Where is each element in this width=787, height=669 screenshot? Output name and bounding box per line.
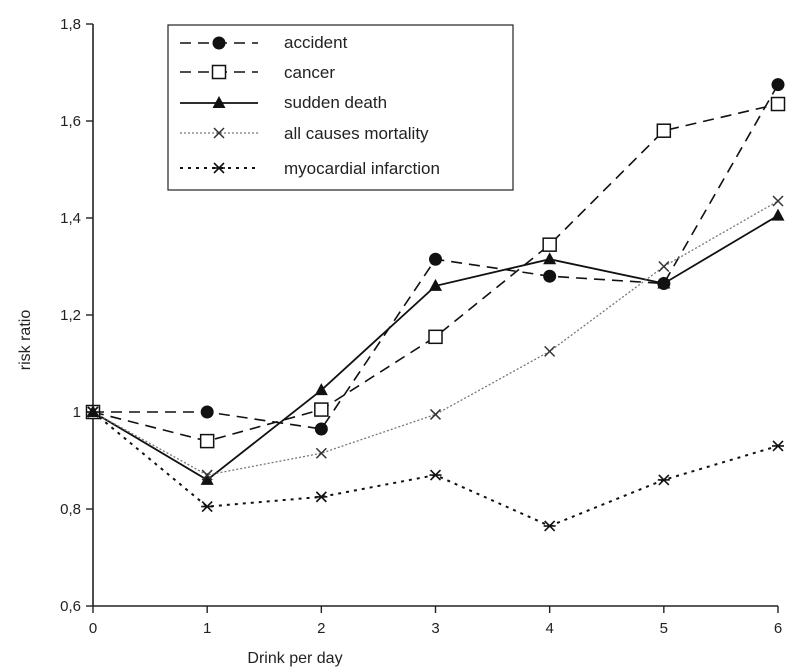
marker-shape [212,96,226,108]
data-point-all-causes-mortality [544,345,556,357]
marker-shape [428,329,443,345]
data-point-accident [543,269,557,283]
marker-shape [199,433,215,449]
legend-items: accident cancer sudden death all causes mor… [180,33,440,178]
y-tick-label: 1,6 [60,113,81,130]
data-point-sudden-death [543,252,557,265]
data-point-sudden-death [314,383,328,396]
data-point-accident [200,405,214,419]
x-tick-label: 0 [89,620,97,637]
data-point-sudden-death [771,208,785,221]
y-tick-label: 1 [73,404,81,421]
data-point-all-causes-mortality [201,469,213,481]
data-point-sudden-death [200,472,214,485]
data-point-myocardial-infarction [201,501,214,513]
legend-box [167,24,514,191]
legend-marker-myocardial-infarction [213,162,225,174]
marker-stroke [315,447,327,459]
marker-stroke [201,469,213,481]
legend-label-myocardial-infarction: myocardial infarction [284,159,440,178]
data-point-myocardial-infarction [772,440,784,452]
marker-shape [314,422,328,436]
legend-label-all-causes-mortality: all causes mortality [284,124,429,143]
y-axis-title: risk ratio [17,310,34,371]
marker-shape [429,252,442,266]
data-point-accident [314,422,328,436]
data-point-accident [771,78,785,92]
data-point-cancer [428,329,443,345]
x-tick-label: 1 [203,620,211,637]
marker-shape [200,405,214,419]
marker-shape [212,36,226,50]
marker-shape [542,237,557,252]
marker-shape [771,78,785,92]
data-point-accident [429,252,442,266]
legend-marker-sudden-death [212,96,226,108]
data-point-myocardial-infarction [87,406,99,418]
x-tick-label: 4 [545,620,553,637]
marker-shape [543,269,557,283]
marker-shape [314,383,328,396]
marker-shape [200,472,214,485]
ticks: 0,6 0,8 1 1,2 1,4 1,6 1,8 0 1 2 3 4 5 6 [60,16,782,637]
x-tick-label: 2 [317,620,325,637]
legend-marker-cancer [211,64,227,80]
marker-shape [656,123,672,138]
data-point-all-causes-mortality [772,195,784,207]
marker-stroke [772,195,784,207]
marker-shape [314,402,329,417]
legend-label-accident: accident [284,33,348,52]
y-tick-label: 1,4 [60,210,81,227]
legend-marker-accident [212,36,226,50]
marker-shape [657,276,671,289]
marker-shape [429,278,442,291]
legend-label-sudden-death: sudden death [284,93,387,112]
marker-shape [543,252,557,265]
data-point-sudden-death [429,278,442,291]
x-tick-label: 5 [660,620,668,637]
data-point-all-causes-mortality [315,447,327,459]
legend-label-cancer: cancer [284,63,335,82]
y-tick-label: 1,2 [60,307,81,324]
marker-stroke [429,408,442,420]
data-point-cancer [770,96,786,112]
marker-stroke [544,345,556,357]
data-point-all-causes-mortality [658,260,670,273]
marker-shape [211,64,227,80]
data-point-myocardial-infarction [429,469,442,481]
data-point-myocardial-infarction [543,520,556,532]
data-point-cancer [314,402,329,417]
x-axis-title: Drink per day [247,650,342,667]
x-tick-label: 6 [774,620,782,637]
y-tick-label: 0,8 [60,501,81,518]
data-point-cancer [656,123,672,138]
marker-stroke [658,260,670,273]
marker-stroke [213,127,225,139]
y-tick-label: 1,8 [60,16,81,33]
data-point-sudden-death [657,276,671,289]
x-tick-label: 3 [431,620,439,637]
data-point-cancer [199,433,215,449]
data-point-myocardial-infarction [315,491,328,503]
data-point-myocardial-infarction [657,474,670,486]
y-tick-label: 0,6 [60,598,81,615]
marker-shape [771,208,785,221]
data-point-all-causes-mortality [429,408,442,420]
legend: accident cancer sudden death all causes mor… [167,24,514,191]
series-markers [85,78,786,532]
data-point-cancer [542,237,557,252]
marker-shape [770,96,786,112]
legend-marker-all-causes-mortality [213,127,225,139]
